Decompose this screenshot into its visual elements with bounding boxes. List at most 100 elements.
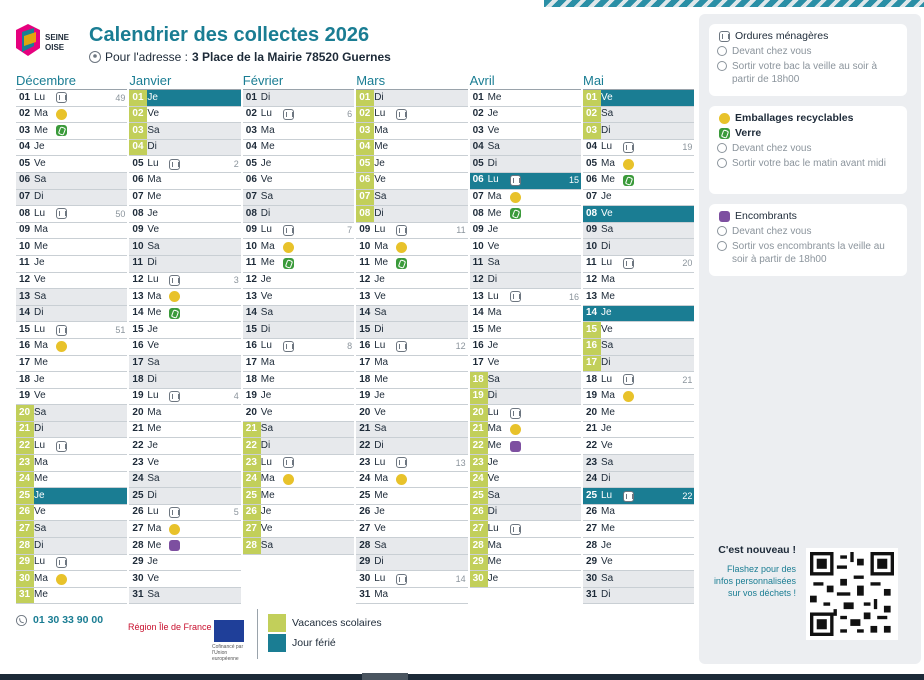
day-row: 28 Sa bbox=[242, 538, 355, 555]
day-name: Je bbox=[147, 439, 158, 451]
day-number: 04 bbox=[245, 141, 257, 153]
bin-icon bbox=[56, 92, 67, 104]
day-row: 14 Ma bbox=[469, 306, 581, 323]
day-row: 02 Lu bbox=[356, 106, 468, 124]
day-row: 07 Sa bbox=[356, 189, 468, 207]
day-number: 09 bbox=[245, 224, 257, 236]
day-row: 17 Sa bbox=[129, 355, 241, 373]
phone-contact[interactable]: 01 30 33 90 00 bbox=[16, 614, 103, 626]
week-number: 51 bbox=[115, 324, 126, 335]
day-row: 08 Je bbox=[129, 206, 241, 223]
day-row: 07 Me bbox=[129, 190, 241, 207]
day-number: 08 bbox=[356, 206, 375, 222]
day-number: 12 bbox=[132, 274, 144, 286]
day-number: 24 bbox=[16, 471, 34, 488]
day-row: 10 Me bbox=[16, 239, 128, 256]
day-row: 09 Ve bbox=[129, 223, 241, 240]
week-number: 16 bbox=[568, 291, 579, 302]
day-number: 17 bbox=[132, 357, 144, 368]
day-row: 05 Je bbox=[242, 156, 355, 173]
calendar-grid: Décembre 01 Lu 49 02 Ma 03 Me 04 Je 05 Ve 06 Sa 07 Di 08… bbox=[16, 72, 695, 606]
day-number: 18 bbox=[586, 373, 598, 385]
day-number: 16 bbox=[19, 340, 31, 352]
day-row: 13 Ma bbox=[129, 289, 241, 306]
day-row: 25 Sa bbox=[469, 488, 581, 505]
day-number: 13 bbox=[245, 290, 257, 302]
day-row: 28 Sa bbox=[356, 538, 468, 555]
day-name: Lu bbox=[147, 506, 159, 518]
day-row: 17 Ve bbox=[469, 356, 581, 373]
day-name: Ve bbox=[374, 406, 386, 418]
day-number: 09 bbox=[586, 224, 598, 236]
day-row: 27 Ma bbox=[129, 521, 241, 539]
day-number: 23 bbox=[469, 455, 488, 471]
day-number: 04 bbox=[586, 141, 598, 153]
day-name: Sa bbox=[487, 141, 500, 153]
day-name: Ma bbox=[487, 307, 502, 319]
day-number: 10 bbox=[359, 240, 371, 252]
day-name: Lu bbox=[601, 489, 613, 501]
day-name: Sa bbox=[374, 423, 387, 435]
day-number: 20 bbox=[586, 406, 598, 418]
bin-icon bbox=[623, 490, 634, 502]
day-number: 14 bbox=[132, 307, 144, 319]
day-name: Je bbox=[374, 506, 385, 518]
day-row: 16 Je bbox=[469, 339, 581, 356]
day-row: 17 Ma bbox=[242, 356, 355, 373]
day-number: 04 bbox=[356, 139, 375, 156]
day-row: 14 Sa bbox=[356, 305, 468, 323]
day-number: 18 bbox=[132, 373, 144, 385]
day-name: Sa bbox=[260, 307, 274, 319]
day-name: Sa bbox=[601, 224, 614, 236]
bin-icon bbox=[169, 158, 181, 170]
day-name: Ma bbox=[374, 589, 389, 601]
day-name: Lu bbox=[34, 439, 46, 451]
day-number: 02 bbox=[472, 108, 484, 120]
day-name: Ve bbox=[147, 572, 160, 584]
phone-icon bbox=[16, 614, 27, 626]
day-name: Di bbox=[260, 439, 271, 451]
day-row: 28 Ma bbox=[469, 538, 581, 555]
bottom-bar bbox=[0, 673, 924, 680]
day-name: Ve bbox=[34, 390, 46, 402]
encombrants-line2: Sortir vos encombrants la veille au soir… bbox=[732, 241, 885, 265]
day-row: 18 Di bbox=[129, 372, 241, 389]
day-name: Je bbox=[374, 274, 385, 286]
day-name: Ve bbox=[34, 274, 46, 286]
recyclables-line1: Devant chez vous bbox=[732, 143, 812, 154]
nouveau-text: Flashez pour des infos personnalisées su… bbox=[713, 564, 796, 598]
day-name: Sa bbox=[487, 489, 500, 501]
day-number: 06 bbox=[245, 174, 257, 186]
week-number: 8 bbox=[347, 341, 353, 352]
day-name: Lu bbox=[147, 157, 159, 169]
day-name: Di bbox=[147, 141, 157, 153]
day-name: Me bbox=[34, 473, 48, 485]
day-row: 27 Sa bbox=[16, 521, 128, 539]
day-row: 17 Di bbox=[583, 355, 695, 373]
day-number: 25 bbox=[16, 488, 34, 504]
day-number: 19 bbox=[359, 390, 371, 402]
week-number: 4 bbox=[233, 391, 239, 402]
qr-code-icon[interactable] bbox=[806, 548, 898, 640]
day-number: 03 bbox=[129, 123, 148, 139]
day-number: 07 bbox=[245, 191, 257, 203]
day-name: Sa bbox=[601, 572, 614, 584]
day-name: Ma bbox=[487, 539, 502, 551]
day-name: Lu bbox=[260, 340, 272, 352]
day-number: 12 bbox=[472, 274, 484, 286]
day-name: Ma bbox=[260, 124, 275, 136]
day-row: 05 Je bbox=[356, 156, 468, 173]
legend-vacances: Vacances scolaires bbox=[268, 614, 382, 632]
day-number: 11 bbox=[132, 257, 143, 269]
day-name: Ve bbox=[601, 323, 613, 335]
day-number: 19 bbox=[132, 390, 144, 402]
day-name: Je bbox=[601, 191, 612, 203]
day-row: 06 Me bbox=[583, 173, 695, 190]
day-number: 22 bbox=[242, 438, 261, 455]
week-number: 21 bbox=[682, 374, 693, 385]
day-row: 24 Sa bbox=[129, 471, 241, 489]
day-name: Di bbox=[601, 124, 611, 136]
day-number: 01 bbox=[129, 90, 148, 106]
day-row: 13 Lu 16 bbox=[469, 289, 581, 306]
day-row: 08 Lu 50 bbox=[16, 206, 128, 223]
